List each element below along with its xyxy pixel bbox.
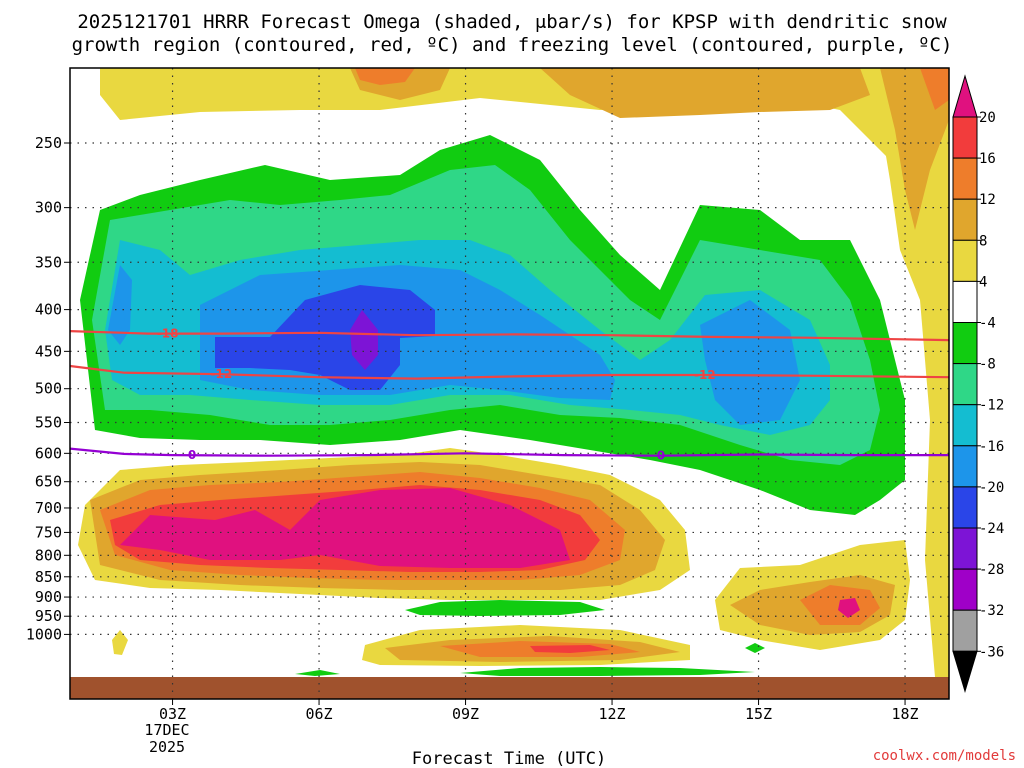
colorbar-segment-9 xyxy=(952,445,978,488)
grid xyxy=(70,68,949,699)
colorbar-segment-10 xyxy=(952,486,978,529)
colorbar-label-6: -8 xyxy=(979,357,996,373)
contours: -18 -12 -12 0 0 xyxy=(69,327,950,463)
upper-subsidence-orange3 xyxy=(355,68,415,85)
y-axis: 250 300 350 400 450 500 550 600 650 700 750 800 850 9… xyxy=(26,134,70,643)
x-axis: 03Z 06Z 09Z 12Z 15Z 18Z xyxy=(159,699,919,723)
x-axis-label: Forecast Time (UTC) xyxy=(412,749,606,768)
plot-frame xyxy=(69,67,950,700)
colorbar-segment-8 xyxy=(952,404,978,447)
upper-subsidence-orange xyxy=(540,68,870,118)
dgz-minus-18-label-0: -18 xyxy=(157,327,179,341)
colorbar-label-12: -32 xyxy=(979,603,1004,619)
surface-band xyxy=(70,677,949,699)
freezing-level-line xyxy=(69,447,949,457)
x-tick-label-9: 09Z xyxy=(452,705,479,723)
y-tick-label-550: 550 xyxy=(35,413,62,431)
y-tick-label-700: 700 xyxy=(35,499,62,517)
green-streak-850 xyxy=(405,600,605,616)
upward-minus20-right xyxy=(118,290,125,335)
colorbar-segment-4 xyxy=(952,239,978,282)
colorbar-label-2: 12 xyxy=(979,192,996,208)
y-tick-label-950: 950 xyxy=(35,607,62,625)
y-tick-label-600: 600 xyxy=(35,444,62,462)
colorbar-label-0: 20 xyxy=(979,110,996,126)
colorbar-label-13: -36 xyxy=(979,644,1004,660)
upward-minus16 xyxy=(108,265,800,425)
colorbar-label-4: 4 xyxy=(979,274,987,290)
nearsurface-16 xyxy=(530,645,610,653)
dgz-minus-12-label-1: -12 xyxy=(694,368,716,382)
colorbar-label-1: 16 xyxy=(979,151,996,167)
y-tick-label-850: 850 xyxy=(35,568,62,586)
chart-title-line1: 2025121701 HRRR Forecast Omega (shaded, … xyxy=(77,11,947,33)
x-tick-label-15: 15Z xyxy=(745,705,772,723)
lowlevel-20-right xyxy=(838,598,860,618)
upper-right-orange xyxy=(880,68,949,230)
credit-text: coolwx.com/models xyxy=(873,748,1016,764)
y-tick-label-300: 300 xyxy=(35,199,62,217)
x-tick-label-12: 12Z xyxy=(599,705,626,723)
colorbar-label-9: -20 xyxy=(979,480,1004,496)
y-tick-label-400: 400 xyxy=(35,301,62,319)
upper-subsidence-fill xyxy=(100,68,949,230)
y-tick-label-250: 250 xyxy=(35,134,62,152)
colorbar-segment-13 xyxy=(952,609,978,652)
y-tick-label-800: 800 xyxy=(35,546,62,564)
y-tick-label-500: 500 xyxy=(35,380,62,398)
upper-right-strip xyxy=(870,68,949,677)
y-tick-label-450: 450 xyxy=(35,342,62,360)
dgz-minus-12-line xyxy=(69,364,950,380)
x-tick-label-3: 03Z xyxy=(159,705,186,723)
x-date-line1: 17DEC xyxy=(144,721,189,739)
downward-20 xyxy=(120,488,570,568)
y-tick-label-900: 900 xyxy=(35,588,62,606)
colorbar-top-triangle xyxy=(952,74,978,118)
colorbar-label-8: -16 xyxy=(979,439,1004,455)
x-date-line2: 2025 xyxy=(149,738,185,756)
freezing-level-label-0: 0 xyxy=(188,448,196,462)
y-tick-label-350: 350 xyxy=(35,253,62,271)
dgz-minus-18-line xyxy=(69,330,950,342)
x-tick-label-18: 18Z xyxy=(892,705,919,723)
upward-minus24 xyxy=(350,310,378,370)
upper-right-orange-b xyxy=(920,68,949,110)
colorbar-segment-3 xyxy=(952,198,978,241)
colorbar-segment-1 xyxy=(952,116,978,159)
omega-shading xyxy=(78,68,949,677)
upward-minus20 xyxy=(215,285,435,390)
chart-title-line2: growth region (contoured, red, ºC) and f… xyxy=(72,34,953,56)
yellow-dot-02z xyxy=(112,630,128,655)
colorbar-segment-11 xyxy=(952,527,978,570)
x-tick-label-6: 06Z xyxy=(306,705,333,723)
freezing-level-label-1: 0 xyxy=(657,449,665,463)
y-tick-label-1000: 1000 xyxy=(26,625,62,643)
colorbar-label-3: 8 xyxy=(979,233,987,249)
colorbar-label-11: -28 xyxy=(979,562,1004,578)
colorbar-bottom-triangle xyxy=(952,650,978,694)
dgz-minus-12-label-0: -12 xyxy=(211,367,233,381)
colorbar: 20 16 12 8 4 -4 -8 -12 -16 -20 -24 -28 -32 -36 xyxy=(952,74,1004,694)
colorbar-label-5: -4 xyxy=(979,316,996,332)
y-tick-label-750: 750 xyxy=(35,523,62,541)
colorbar-segment-2 xyxy=(952,157,978,200)
colorbar-segment-12 xyxy=(952,568,978,611)
colorbar-segment-6 xyxy=(952,322,978,365)
colorbar-label-10: -24 xyxy=(979,521,1004,537)
plot-area: -18 -12 -12 0 0 xyxy=(69,67,950,700)
colorbar-segment-5 xyxy=(952,280,978,323)
y-tick-label-650: 650 xyxy=(35,473,62,491)
green-dot-15z xyxy=(745,643,765,653)
green-streak-surface xyxy=(295,667,755,676)
colorbar-segment-7 xyxy=(952,363,978,406)
colorbar-label-7: -12 xyxy=(979,398,1004,414)
